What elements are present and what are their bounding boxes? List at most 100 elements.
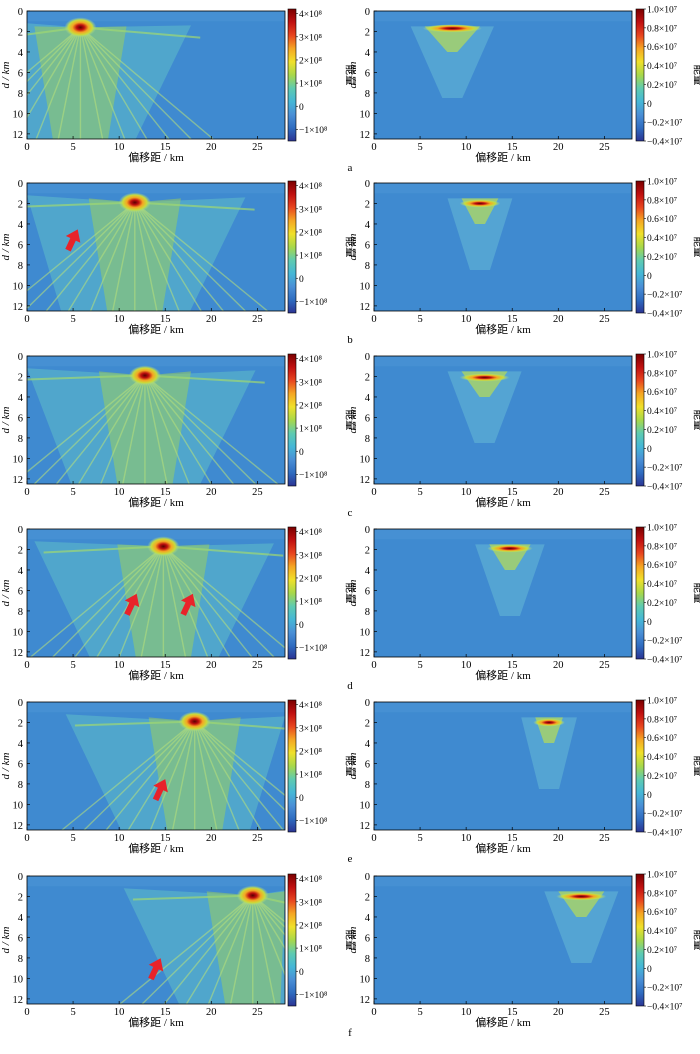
ray-streak: [134, 202, 158, 311]
colorbar-tick-label: 0.6×10⁷: [647, 908, 677, 918]
colorbar-label: 能量: [692, 583, 700, 604]
colorbar-tick-label: 2×10⁸: [299, 921, 322, 931]
y-tick-label: 4: [18, 48, 24, 59]
colorbar-label: 能量: [344, 410, 357, 431]
x-tick-label: 15: [160, 833, 171, 844]
x-tick-label: 10: [114, 487, 125, 498]
y-tick-label: 6: [365, 586, 370, 597]
colorbar-tick-label: 1.0×10⁷: [647, 178, 677, 188]
y-tick-label: 8: [365, 261, 370, 272]
colorbar: [287, 873, 297, 1007]
y-axis-label: d / km: [0, 927, 12, 954]
y-tick-label: 0: [365, 7, 370, 18]
x-tick-label: 0: [24, 314, 29, 325]
ray-streak: [144, 374, 257, 484]
y-tick-label: 6: [365, 413, 370, 424]
colorbar-tick-label: 4×10⁸: [299, 875, 322, 885]
y-tick-label: 10: [13, 109, 24, 120]
colorbar-tick-label: 1.0×10⁷: [647, 351, 677, 361]
x-tick-label: 5: [417, 142, 422, 153]
x-tick-label: 0: [371, 142, 376, 153]
x-tick-label: 20: [206, 487, 217, 498]
colorbar-tick-label: −0.2×10⁷: [647, 291, 682, 301]
ray-streak: [144, 375, 212, 484]
heatmap-background: [374, 183, 632, 311]
colorbar-tick-label: 4×10⁸: [299, 355, 322, 365]
y-tick-label: 4: [365, 48, 371, 59]
y-axis-label: d / km: [347, 927, 359, 954]
heatmap-background: [374, 702, 632, 830]
x-tick-label: 15: [507, 314, 518, 325]
y-tick-label: 2: [18, 372, 23, 383]
air-layer: [374, 11, 632, 22]
y-tick-label: 0: [18, 179, 23, 190]
colorbar: [635, 873, 645, 1007]
y-tick-label: 10: [360, 109, 371, 120]
energy-hotspot: [533, 718, 565, 727]
colorbar-tick-label: −0.4×10⁷: [647, 829, 682, 839]
ray-streak: [194, 721, 284, 830]
y-tick-label: 8: [18, 434, 23, 445]
ray-streak: [27, 201, 136, 292]
ray-streak: [52, 545, 164, 657]
surface-wave: [27, 374, 145, 381]
ray-streak: [79, 26, 214, 139]
plot-frame: [26, 701, 286, 831]
x-tick-label: 25: [599, 833, 610, 844]
x-axis-label: 偏移距 / km: [475, 150, 531, 164]
ray-streak: [55, 375, 146, 484]
panel-a-left: 0 5 10 15 20 25 偏移距 / km 0 2 4 6 8 10 12 d / km 4×10⁸ 3×…: [0, 7, 357, 174]
ray-streak: [35, 27, 82, 139]
colorbar: [635, 180, 645, 314]
colorbar-tick-label: 0.4×10⁷: [647, 234, 677, 244]
heatmap-body: [27, 876, 285, 1004]
heatmap-body: [374, 11, 632, 139]
ray-streak: [134, 201, 268, 311]
y-tick-label: 12: [13, 995, 24, 1006]
heatmap-body: [374, 183, 632, 311]
colorbar-tick-label: 0: [299, 968, 304, 978]
y-tick-label: 2: [18, 545, 23, 556]
x-axis-label: 偏移距 / km: [475, 668, 531, 682]
colorbar-tick-label: 0.6×10⁷: [647, 734, 677, 744]
colorbar-tick-label: 0.8×10⁷: [647, 889, 677, 899]
colorbar-tick-label: 0.8×10⁷: [647, 24, 677, 34]
colorbar-tick-label: 3×10⁸: [299, 205, 322, 215]
energy-hotspot: [178, 711, 211, 732]
ray-streak: [27, 27, 82, 119]
x-tick-label: 10: [461, 142, 472, 153]
ray-streak: [144, 375, 168, 484]
ray-streak: [162, 546, 187, 657]
colorbar-tick-label: 2×10⁸: [299, 228, 322, 238]
y-tick-label: 10: [13, 627, 24, 638]
y-tick-label: 0: [18, 352, 23, 363]
y-tick-label: 12: [360, 648, 371, 659]
x-tick-label: 5: [70, 1007, 75, 1018]
y-tick-label: 2: [18, 718, 23, 729]
ray-streak: [144, 375, 234, 484]
heatmap-body: [27, 702, 285, 830]
energy-hotspot: [422, 24, 482, 33]
x-tick-label: 20: [553, 487, 564, 498]
energy-plume: [521, 717, 577, 790]
heatmap-body: [374, 702, 632, 830]
air-layer: [27, 876, 285, 887]
panel-letter: b: [347, 334, 353, 346]
colorbar-label: 能量: [692, 65, 700, 86]
x-axis-label: 偏移距 / km: [128, 668, 184, 682]
y-tick-label: 8: [18, 780, 23, 791]
ray-streak: [252, 895, 285, 977]
y-axis-label: d / km: [0, 234, 12, 261]
x-tick-label: 5: [417, 314, 422, 325]
arrow-shape: [152, 779, 168, 802]
ray-streak: [61, 720, 196, 830]
ray-streak: [194, 720, 285, 797]
ray-streak: [78, 375, 146, 484]
y-tick-label: 0: [365, 698, 370, 709]
y-tick-label: 2: [365, 892, 370, 903]
y-tick-label: 0: [18, 698, 23, 709]
ray-streak: [83, 720, 196, 830]
surface-wave: [132, 894, 253, 901]
y-tick-label: 8: [18, 261, 23, 272]
y-tick-label: 10: [360, 454, 371, 465]
